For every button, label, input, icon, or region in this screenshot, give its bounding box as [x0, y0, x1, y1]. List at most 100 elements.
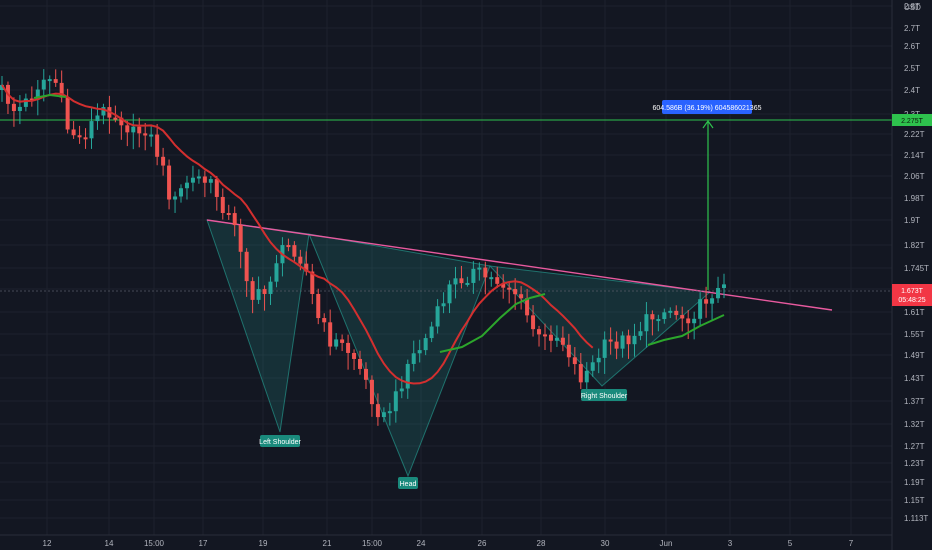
candle-body — [131, 126, 136, 133]
candle-body — [686, 318, 691, 324]
candle-body — [614, 341, 619, 349]
candle-body — [179, 188, 184, 197]
measure-label-box — [662, 100, 752, 114]
candle-body — [375, 404, 380, 418]
candle-body — [0, 84, 4, 90]
candle-body — [101, 107, 106, 116]
countdown-text: 05:48:25 — [898, 297, 925, 304]
candle-body — [560, 337, 565, 345]
x-tick-label: 28 — [537, 539, 546, 548]
candle-body — [340, 339, 345, 343]
candle-body — [316, 293, 321, 319]
candle-body — [196, 176, 201, 179]
candle-body — [298, 256, 303, 264]
grid-lines — [0, 0, 892, 535]
candle-body — [274, 263, 279, 282]
candle-body — [226, 213, 231, 216]
candle-body — [716, 287, 721, 299]
y-tick-label: 1.15T — [904, 496, 925, 505]
candle-body — [465, 282, 470, 285]
right-shoulder-label: Right Shoulder — [581, 393, 628, 400]
candle-body — [35, 89, 40, 100]
candle-body — [459, 278, 464, 284]
candle-body — [620, 335, 625, 349]
candle-body — [214, 179, 219, 197]
candle-body — [322, 318, 327, 323]
x-tick-label: 30 — [601, 539, 610, 548]
candle-body — [507, 287, 512, 290]
candle-body — [220, 196, 225, 214]
y-tick-label: 1.61T — [904, 308, 925, 317]
moving-average-red — [1, 84, 594, 385]
candle-body — [17, 106, 22, 112]
x-tick-label: Jun — [660, 539, 673, 548]
y-tick-label: 2.6T — [904, 42, 920, 51]
measure-arrow-head — [702, 119, 714, 129]
candle-body — [656, 319, 661, 322]
measure-label-text: 604.586B (36.19%) 604586021365 — [653, 105, 762, 112]
candle-body — [119, 117, 124, 126]
target-price-text: 2.275T — [901, 118, 924, 125]
candle-body — [89, 121, 94, 139]
x-tick-label: 19 — [259, 539, 268, 548]
x-tick-label: 24 — [417, 539, 426, 548]
candle-body — [41, 79, 46, 90]
candle-body — [542, 334, 547, 337]
candle-body — [411, 353, 416, 364]
y-tick-label: 1.55T — [904, 330, 925, 339]
candle-body — [429, 326, 434, 339]
y-tick-label: 2.14T — [904, 151, 925, 160]
candle-body — [173, 196, 178, 200]
candle-body — [638, 331, 643, 336]
candle-body — [363, 368, 368, 380]
x-tick-label: 15:00 — [144, 539, 165, 548]
candle-body — [674, 310, 679, 316]
candle-body — [471, 268, 476, 283]
candle-body — [352, 352, 357, 359]
right-shoulder-label-box — [581, 389, 627, 401]
candle-body — [83, 137, 88, 140]
candle-body — [53, 79, 58, 83]
candle-body — [632, 335, 637, 345]
x-tick-label: 12 — [43, 539, 52, 548]
currency-label: USD — [904, 3, 921, 12]
x-tick-label: 26 — [478, 539, 487, 548]
candle-body — [47, 79, 52, 82]
candle-body — [578, 364, 583, 383]
head-label-box — [398, 477, 418, 489]
y-tick-label: 1.23T — [904, 459, 925, 468]
overlay-lines — [0, 119, 892, 311]
candle-body — [304, 263, 309, 272]
candle-body — [698, 299, 703, 319]
candle-body — [417, 350, 422, 354]
candle-body — [268, 281, 273, 294]
candle-body — [190, 177, 195, 183]
candle-body — [113, 117, 118, 120]
candle-body — [143, 133, 148, 136]
candle-body — [161, 156, 166, 166]
candle-body — [155, 134, 160, 157]
candle-body — [668, 310, 673, 313]
y-tick-label: 1.32T — [904, 420, 925, 429]
candle-body — [358, 358, 363, 369]
candle-body — [525, 298, 530, 316]
candle-body — [286, 245, 291, 248]
x-tick-label: 17 — [199, 539, 208, 548]
candle-body — [435, 306, 440, 327]
moving-average-green-mid — [439, 293, 546, 353]
candle-body — [369, 379, 374, 405]
candle-body — [626, 335, 631, 345]
candle-body — [572, 357, 577, 365]
target-price-tag — [892, 114, 932, 126]
y-tick-label: 2.4T — [904, 86, 920, 95]
candle-body — [602, 339, 607, 358]
x-tick-label: 15:00 — [362, 539, 383, 548]
moving-averages — [1, 84, 725, 385]
left-shoulder-label: Left Shoulder — [259, 439, 301, 446]
candle-body — [692, 318, 697, 324]
candle-body — [590, 362, 595, 371]
candle-body — [531, 315, 536, 330]
y-tick-label: 1.82T — [904, 241, 925, 250]
candle-body — [65, 97, 70, 130]
